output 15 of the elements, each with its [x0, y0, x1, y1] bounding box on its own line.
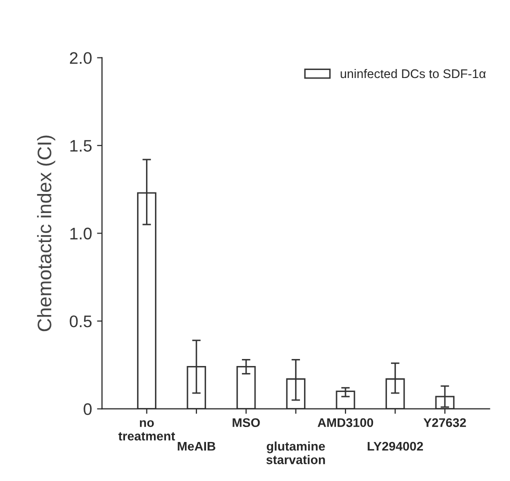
- bar: [336, 390, 356, 409]
- x-tick-label: MSO: [232, 418, 260, 428]
- x-tick-label: MeAIB: [178, 442, 216, 451]
- y-tick-label: 0: [84, 403, 92, 416]
- y-tick-label: 0.5: [70, 315, 92, 328]
- legend-label: uninfected DCs to SDF-1α: [340, 68, 486, 78]
- x-tick-label: Y27632: [424, 418, 466, 428]
- y-tick-label: 1.0: [70, 228, 92, 240]
- x-tick-label: AMD3100: [318, 418, 374, 428]
- y-tick-label: 2.0: [70, 52, 92, 64]
- x-tick-label: no treatment: [118, 420, 176, 441]
- x-tick-label: glutamine starvation: [266, 441, 325, 464]
- y-tick-label: 1.5: [70, 140, 92, 152]
- y-axis-title: Chemotactic index (CI): [37, 136, 56, 332]
- x-tick-label: LY294002: [368, 442, 423, 451]
